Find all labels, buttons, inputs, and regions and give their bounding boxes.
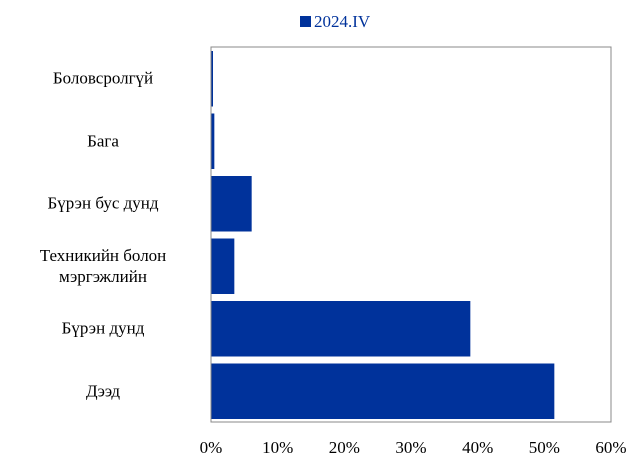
bar: [211, 238, 235, 294]
x-tick-label: 50%: [528, 438, 560, 457]
x-tick-label: 20%: [328, 438, 360, 457]
x-tick-label: 0%: [199, 438, 223, 457]
y-tick-label: Боловсролгүй: [52, 68, 154, 88]
y-tick-label: Бүрэн бус дунд: [47, 193, 159, 213]
x-tick-label: 30%: [395, 438, 427, 457]
y-tick-label: Бага: [87, 131, 119, 151]
plot-border: [210, 46, 612, 423]
bar: [211, 176, 252, 232]
y-tick-label: Техникийн болон мэргэжлийн: [39, 245, 167, 286]
x-tick-label: 60%: [595, 438, 627, 457]
legend-label: 2024.IV: [314, 12, 371, 31]
y-tick-label: Бүрэн дунд: [61, 318, 145, 338]
x-tick-label: 40%: [462, 438, 494, 457]
legend-swatch: [300, 16, 311, 27]
y-tick-label: Дээд: [86, 381, 120, 401]
x-tick-label: 10%: [262, 438, 294, 457]
bar: [211, 51, 213, 107]
bar: [211, 363, 555, 419]
bar: [211, 301, 471, 357]
bar: [211, 113, 215, 169]
